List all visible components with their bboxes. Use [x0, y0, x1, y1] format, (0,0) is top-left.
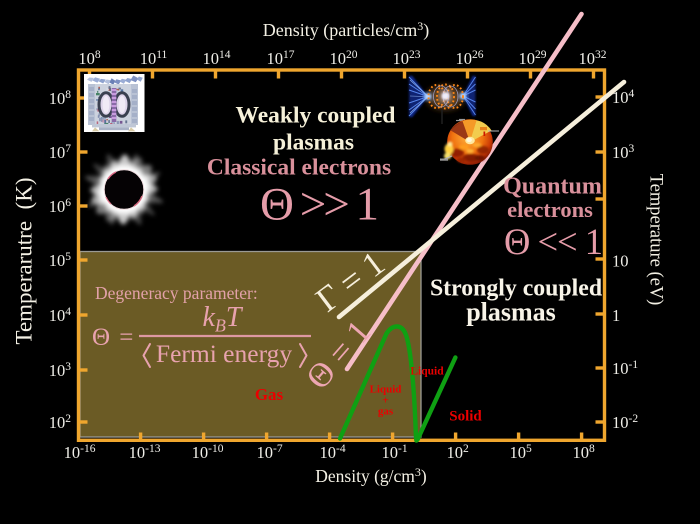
svg-text:10-1: 10-1 [382, 443, 408, 462]
svg-text:10-1: 10-1 [612, 359, 638, 378]
svg-text:Density (particles/cm3): Density (particles/cm3) [263, 19, 429, 41]
svg-text:103: 103 [612, 143, 635, 162]
svg-text:Liquid: Liquid [370, 384, 402, 396]
svg-text:1011: 1011 [140, 49, 168, 68]
svg-text:1032: 1032 [579, 49, 607, 68]
svg-text:plasmas: plasmas [466, 298, 556, 327]
svg-text:10-7: 10-7 [257, 443, 283, 462]
svg-text:Θ =: Θ = [92, 324, 135, 351]
svg-text:gas: gas [378, 406, 394, 418]
svg-text:108: 108 [49, 89, 72, 108]
svg-text:102: 102 [446, 443, 469, 462]
svg-text:electrons: electrons [507, 197, 593, 222]
svg-text:Liquid: Liquid [410, 366, 444, 378]
svg-text:10-10: 10-10 [192, 443, 224, 462]
svg-text:107: 107 [49, 143, 72, 162]
svg-text:1023: 1023 [393, 49, 421, 68]
svg-text:Solid: Solid [449, 409, 482, 425]
svg-text:Θ << 1: Θ << 1 [504, 221, 602, 262]
svg-text:10-13: 10-13 [129, 443, 161, 462]
svg-text:104: 104 [49, 306, 72, 325]
svg-text:10-16: 10-16 [64, 443, 96, 462]
svg-text:1026: 1026 [456, 49, 484, 68]
svg-text:104: 104 [612, 88, 635, 107]
svg-text:103: 103 [49, 361, 72, 380]
svg-text:108: 108 [572, 443, 595, 462]
svg-text:1029: 1029 [519, 49, 547, 68]
svg-text:102: 102 [49, 413, 72, 432]
svg-text:105: 105 [509, 443, 532, 462]
svg-text:kBT: kBT [202, 302, 243, 336]
svg-text:Θ >> 1: Θ >> 1 [260, 179, 376, 231]
svg-text:1: 1 [612, 306, 620, 325]
svg-text:plasmas: plasmas [273, 130, 354, 156]
svg-text:Density (g/cm3): Density (g/cm3) [315, 465, 427, 486]
svg-text:108: 108 [78, 49, 101, 68]
svg-text:Strongly coupled: Strongly coupled [430, 276, 602, 302]
svg-text:+: + [382, 395, 388, 407]
svg-text:10-2: 10-2 [612, 413, 638, 432]
svg-text:10-4: 10-4 [320, 443, 346, 462]
svg-text:Temperarutre (K): Temperarutre (K) [12, 178, 37, 345]
svg-text:Temperature (eV): Temperature (eV) [646, 174, 666, 306]
svg-text:Weakly coupled: Weakly coupled [236, 103, 396, 129]
svg-text:Degeneracy parameter:: Degeneracy parameter: [95, 283, 258, 303]
svg-text:105: 105 [49, 251, 72, 270]
svg-text:Quantum: Quantum [503, 174, 602, 200]
svg-text:1017: 1017 [267, 49, 295, 68]
svg-text:Classical electrons: Classical electrons [207, 155, 391, 181]
svg-text:1014: 1014 [203, 49, 231, 68]
svg-text:Gas: Gas [255, 385, 284, 404]
svg-text:Fermi energy: Fermi energy [156, 339, 292, 368]
svg-text:10: 10 [612, 252, 629, 271]
svg-text:1020: 1020 [330, 49, 358, 68]
svg-text:106: 106 [49, 197, 72, 216]
